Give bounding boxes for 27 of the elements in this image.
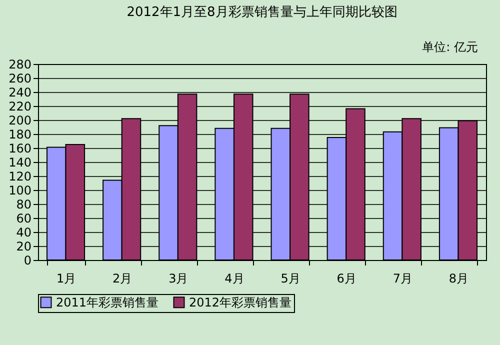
y-tick-label: 0 bbox=[24, 254, 32, 268]
y-tick-label: 160 bbox=[8, 142, 32, 156]
y-tick-label: 80 bbox=[16, 198, 32, 212]
x-tick-label: 5月 bbox=[280, 272, 300, 286]
text: 单位: 亿元 bbox=[422, 40, 478, 54]
y-tick-label: 140 bbox=[8, 156, 32, 170]
x-tick-label: 6月 bbox=[336, 272, 356, 286]
y-tick-label: 200 bbox=[8, 114, 32, 128]
y-tick-label: 240 bbox=[8, 86, 32, 100]
x-tick-label: 4月 bbox=[224, 272, 244, 286]
chart-title: 2012年1月至8月彩票销售量与上年同期比较图 bbox=[126, 5, 398, 20]
legend-label: 2011年彩票销售量 bbox=[56, 295, 159, 310]
y-tick-label: 40 bbox=[16, 226, 32, 240]
x-tick-label: 1月 bbox=[56, 272, 76, 286]
y-tick-label: 180 bbox=[8, 128, 32, 142]
y-tick-label: 260 bbox=[8, 72, 32, 86]
y-tick-label: 60 bbox=[16, 212, 32, 226]
y-tick-label: 120 bbox=[8, 170, 32, 184]
y-tick-label: 220 bbox=[8, 100, 32, 114]
legend-label: 2012年彩票销售量 bbox=[189, 295, 292, 310]
y-tick-label: 20 bbox=[16, 240, 32, 254]
x-tick-label: 3月 bbox=[168, 272, 188, 286]
x-tick-label: 8月 bbox=[448, 272, 469, 286]
x-tick-label: 2月 bbox=[112, 272, 132, 286]
x-tick-label: 7月 bbox=[392, 272, 412, 286]
y-tick-label: 280 bbox=[8, 58, 32, 72]
y-tick-label: 100 bbox=[8, 184, 32, 198]
